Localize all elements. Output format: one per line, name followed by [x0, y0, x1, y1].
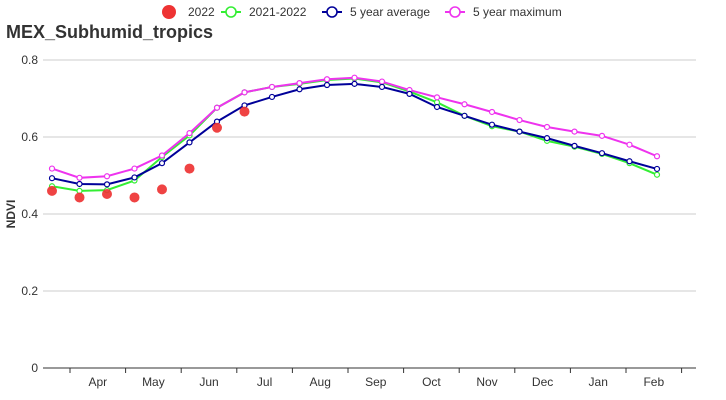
- data-point[interactable]: [296, 79, 303, 87]
- data-point[interactable]: [323, 81, 331, 89]
- data-point[interactable]: [158, 152, 166, 159]
- data-point[interactable]: [103, 181, 111, 188]
- data-point[interactable]: [378, 78, 386, 85]
- legend-label: 5 year maximum: [473, 5, 562, 19]
- data-point[interactable]: [543, 135, 551, 142]
- data-point[interactable]: [48, 175, 56, 182]
- data-point[interactable]: [184, 163, 195, 174]
- legend-item[interactable]: 5 year maximum: [445, 5, 562, 19]
- legend-label: 2022: [188, 5, 215, 19]
- data-point[interactable]: [239, 106, 250, 117]
- data-point[interactable]: [76, 180, 83, 188]
- y-tick-label: 0.2: [21, 284, 38, 298]
- data-point[interactable]: [241, 89, 248, 96]
- legend-marker: [162, 5, 176, 19]
- data-point[interactable]: [433, 94, 441, 101]
- data-point[interactable]: [212, 122, 222, 133]
- legend-marker: [449, 6, 461, 18]
- data-point[interactable]: [488, 121, 496, 128]
- data-point[interactable]: [653, 171, 661, 178]
- data-point[interactable]: [103, 173, 111, 180]
- series-layer: [47, 74, 661, 203]
- data-point[interactable]: [516, 116, 523, 124]
- data-point[interactable]: [653, 153, 661, 160]
- data-point[interactable]: [351, 74, 358, 81]
- data-point[interactable]: [323, 76, 331, 83]
- series-5-year-maximum: [48, 74, 661, 181]
- data-point[interactable]: [571, 128, 578, 135]
- data-point[interactable]: [47, 185, 57, 196]
- data-point[interactable]: [296, 86, 303, 93]
- data-point[interactable]: [433, 103, 441, 111]
- y-tick-label: 0.8: [21, 53, 38, 67]
- data-point[interactable]: [268, 93, 276, 101]
- data-point[interactable]: [157, 184, 167, 195]
- y-tick-label: 0: [31, 361, 38, 375]
- data-point[interactable]: [102, 188, 112, 199]
- data-point[interactable]: [129, 192, 140, 203]
- data-point[interactable]: [351, 80, 358, 87]
- data-point[interactable]: [461, 112, 468, 119]
- data-point[interactable]: [626, 141, 633, 148]
- chart-title: MEX_Subhumid_tropics: [6, 22, 213, 42]
- data-point[interactable]: [131, 174, 138, 181]
- y-axis-label: NDVI: [4, 200, 18, 229]
- data-point[interactable]: [653, 165, 661, 173]
- data-point[interactable]: [268, 83, 276, 91]
- data-point[interactable]: [131, 165, 138, 172]
- data-point[interactable]: [186, 139, 193, 146]
- legend-item[interactable]: 5 year average: [322, 5, 430, 19]
- x-tick-label: Feb: [643, 375, 664, 389]
- chart-axes: 0 0.2 0.4 0.6 0.8 Apr May Jun Jul Aug Sep Oct Nov Dec…: [21, 53, 696, 389]
- data-point[interactable]: [516, 128, 523, 135]
- series-line: [51, 82, 658, 186]
- x-tick-label: May: [142, 375, 165, 389]
- data-point[interactable]: [543, 123, 551, 131]
- data-point[interactable]: [598, 150, 606, 157]
- x-tick-label: Nov: [476, 375, 497, 389]
- legend-item[interactable]: 2021-2022: [221, 5, 307, 19]
- legend-marker: [225, 6, 237, 18]
- x-tick-label: Jul: [257, 375, 272, 389]
- legend-item[interactable]: 2022: [162, 5, 215, 19]
- x-tick-label: Jun: [199, 375, 218, 389]
- data-point[interactable]: [406, 90, 413, 97]
- y-tick-label: 0.4: [21, 207, 38, 221]
- x-tick-label: Sep: [365, 375, 387, 389]
- y-tick-label: 0.6: [21, 130, 38, 144]
- data-point[interactable]: [626, 158, 633, 165]
- data-point[interactable]: [461, 101, 468, 108]
- x-tick-label: Jan: [589, 375, 608, 389]
- data-point[interactable]: [158, 160, 166, 167]
- legend-marker: [326, 6, 338, 18]
- data-point[interactable]: [571, 142, 578, 149]
- x-tick-label: Apr: [88, 375, 107, 389]
- series-5-year-average: [48, 80, 661, 188]
- data-point[interactable]: [74, 192, 85, 203]
- series-line: [51, 76, 658, 179]
- x-tick-label: Oct: [422, 375, 441, 389]
- data-point[interactable]: [76, 174, 83, 181]
- data-point[interactable]: [488, 108, 496, 116]
- data-point[interactable]: [213, 104, 221, 111]
- data-point[interactable]: [598, 132, 606, 139]
- x-tick-label: Dec: [532, 375, 553, 389]
- chart-legend[interactable]: 2022 2021-2022 5 year average 5 year maximu…: [162, 5, 562, 19]
- x-tick-label: Aug: [310, 375, 331, 389]
- series-2022: [47, 106, 250, 203]
- legend-label: 2021-2022: [249, 5, 307, 19]
- legend-label: 5 year average: [350, 5, 430, 19]
- data-point[interactable]: [378, 83, 386, 91]
- series-2021-2022: [48, 75, 661, 194]
- data-point[interactable]: [48, 165, 56, 172]
- data-point[interactable]: [186, 130, 193, 137]
- chart-grid: [43, 59, 696, 292]
